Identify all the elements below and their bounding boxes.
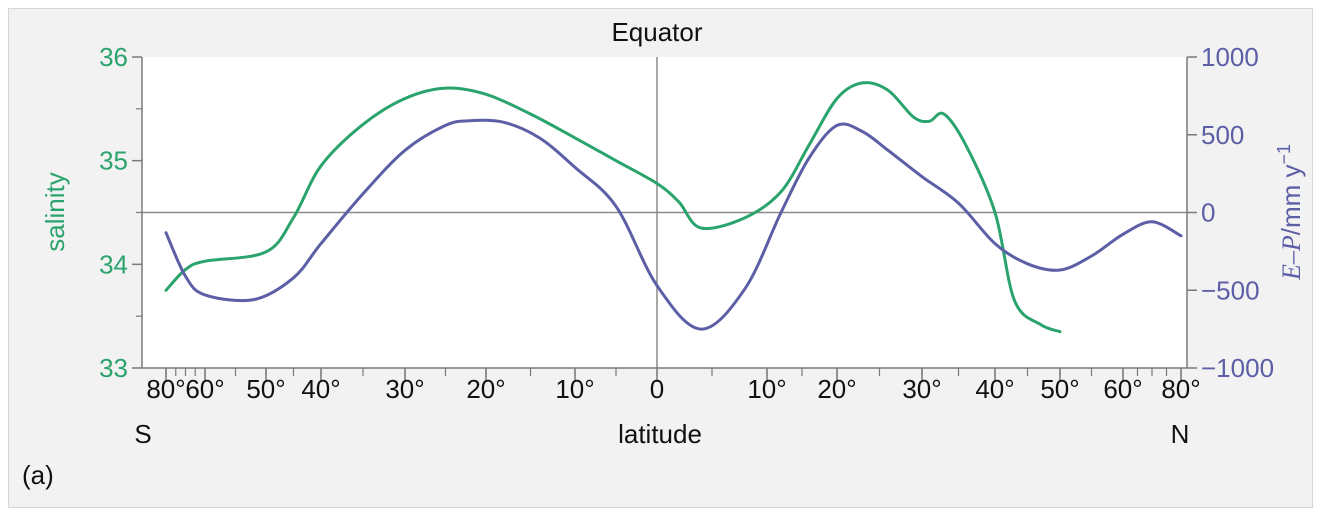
x-tick-label: 50° (246, 374, 285, 404)
x-tick-label: 30° (385, 374, 424, 404)
right-y-tick-label: −1000 (1201, 353, 1274, 383)
x-tick-label: 10° (555, 374, 594, 404)
x-tick-label: 60° (1103, 374, 1142, 404)
x-tick-label: 10° (747, 374, 786, 404)
right-y-tick-label: 0 (1201, 198, 1215, 228)
right-y-tick-label: 1000 (1201, 42, 1259, 72)
x-axis-label: latitude (618, 419, 702, 449)
x-tick-label: 20° (817, 374, 856, 404)
e-minus-p-series-line (164, 118, 1183, 331)
x-tick-label: 50° (1040, 374, 1079, 404)
left-y-tick-label: 36 (99, 42, 128, 72)
right-y-axis-label-superscript: −1 (1274, 144, 1294, 165)
x-tick-label: 40° (975, 374, 1014, 404)
right-y-tick-label: 500 (1201, 120, 1244, 150)
left-y-axis-label: salinity (40, 172, 70, 251)
x-end-label-south: S (134, 419, 151, 449)
x-tick-label: 60° (185, 374, 224, 404)
right-y-tick-label: −500 (1201, 275, 1260, 305)
x-tick-label: 80° (1161, 374, 1200, 404)
left-y-tick-label: 34 (99, 249, 128, 279)
salinity-series-line (164, 81, 1062, 334)
x-tick-label: 0 (650, 374, 664, 404)
x-end-label-north: N (1171, 419, 1190, 449)
x-tick-label: 30° (902, 374, 941, 404)
right-y-axis-label-italic: E–P (1277, 235, 1306, 281)
chart-title: Equator (611, 17, 702, 47)
left-y-tick-label: 33 (99, 353, 128, 383)
x-tick-label: 80° (146, 374, 185, 404)
x-tick-label: 20° (466, 374, 505, 404)
panel-label: (a) (22, 460, 54, 490)
x-tick-label: 40° (301, 374, 340, 404)
right-y-axis-label-unit: /mm y (1276, 165, 1306, 236)
left-y-tick-label: 35 (99, 146, 128, 176)
right-y-axis-label: E–P/mm y−1 (1274, 144, 1306, 281)
